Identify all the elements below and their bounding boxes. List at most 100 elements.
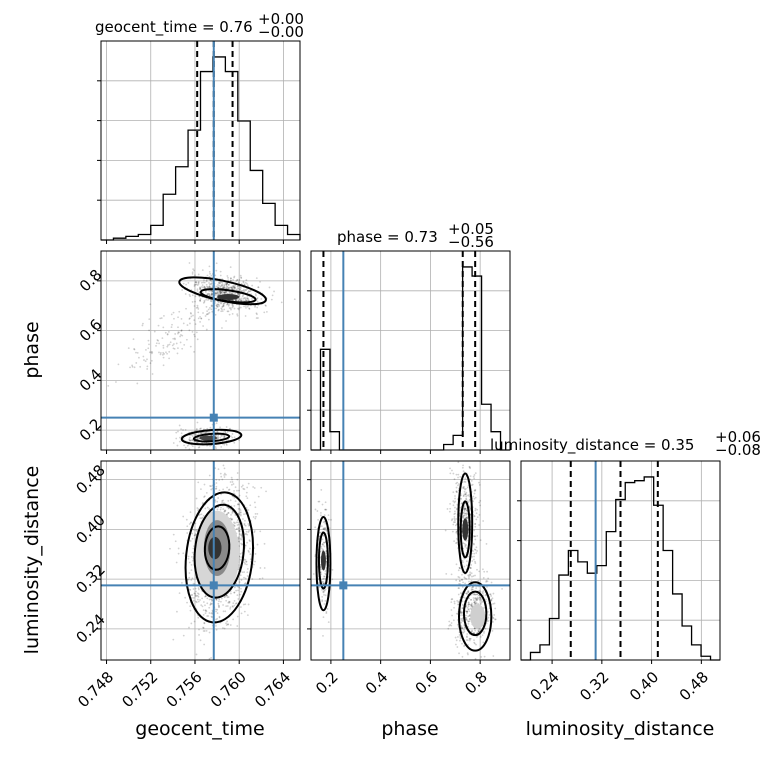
scatter-point [177, 347, 179, 350]
scatter-point [217, 497, 220, 499]
scatter-point [460, 611, 463, 614]
scatter-point [463, 480, 466, 483]
scatter-point [229, 279, 232, 282]
scatter-point [470, 604, 473, 606]
scatter-point [186, 601, 188, 604]
scatter-point [189, 439, 192, 442]
scatter-point [482, 590, 485, 592]
scatter-point [246, 614, 249, 617]
x-tick-label: 0.4 [362, 668, 392, 698]
scatter-point [474, 507, 477, 510]
scatter-point [478, 596, 481, 599]
scatter-point [454, 521, 456, 524]
scatter-point [457, 603, 460, 606]
scatter-point [188, 436, 191, 439]
scatter-point [263, 567, 266, 569]
scatter-point [226, 486, 228, 489]
scatter-point [225, 443, 228, 445]
axes-frame [100, 40, 301, 241]
scatter-point [210, 280, 213, 282]
scatter-point [323, 589, 326, 592]
scatter-point [236, 307, 239, 310]
scatter-point [326, 607, 329, 610]
scatter-point [181, 334, 184, 337]
scatter-point [200, 427, 202, 430]
scatter-point [466, 633, 469, 635]
scatter-point [196, 598, 199, 601]
scatter-point [215, 610, 217, 613]
scatter-point [462, 495, 465, 498]
scatter-point [186, 532, 189, 534]
x-tick-label: 0.24 [526, 668, 562, 704]
scatter-point [220, 301, 223, 304]
scatter-point [317, 518, 319, 521]
scatter-point [325, 508, 328, 511]
scatter-point [204, 609, 207, 612]
y-tick-label: 0.32 [72, 561, 108, 597]
scatter-point [229, 607, 232, 610]
scatter-point [253, 501, 256, 504]
title-luminosity-distance: luminosity_distance = 0.35 [490, 436, 694, 455]
scatter-point [264, 305, 267, 307]
scatter-point [490, 598, 493, 601]
scatter-point [234, 299, 237, 302]
scatter-point [210, 612, 213, 615]
scatter-point [194, 283, 197, 286]
scatter-point [216, 294, 219, 297]
scatter-point [238, 489, 240, 492]
scatter-point [490, 599, 493, 602]
scatter-point [451, 469, 453, 472]
scatter-point [240, 538, 243, 541]
scatter-point [226, 303, 229, 305]
scatter-point [185, 283, 188, 286]
scatter-point [208, 598, 211, 601]
scatter-point [449, 472, 452, 475]
scatter-point [204, 595, 206, 598]
scatter-point [238, 439, 240, 441]
scatter-point [229, 292, 232, 294]
scatter-point [325, 530, 328, 532]
scatter-point [464, 507, 467, 510]
scatter-point [446, 508, 449, 510]
scatter-point [321, 503, 324, 506]
scatter-point [206, 506, 209, 509]
scatter-point [453, 478, 456, 481]
scatter-point [198, 628, 200, 631]
scatter-point [239, 289, 242, 292]
scatter-point [219, 290, 222, 292]
hist-geocent-time-panel [97, 40, 301, 244]
scatter-point [462, 486, 465, 489]
density-fill [320, 550, 326, 571]
scatter-point [323, 593, 325, 596]
scatter-point [195, 429, 198, 432]
scatter-point [151, 352, 153, 355]
scatter-point [234, 522, 236, 525]
scatter-point [166, 352, 169, 355]
scatter-point [218, 305, 221, 307]
scatter-point [243, 290, 246, 293]
scatter-geocent-phase-panel [97, 250, 301, 454]
scatter-point [200, 517, 203, 520]
scatter-point [465, 544, 467, 546]
scatter-point [314, 508, 317, 511]
scatter-point [471, 555, 474, 558]
scatter-point [214, 499, 217, 502]
scatter-point [456, 481, 459, 484]
scatter-point [215, 478, 218, 481]
scatter-point [464, 477, 467, 480]
scatter-point [486, 585, 488, 588]
scatter-point [197, 283, 200, 285]
scatter-point [183, 343, 186, 346]
scatter-point [466, 494, 469, 497]
scatter-point [222, 302, 225, 305]
scatter-point [239, 593, 241, 596]
scatter-point [465, 635, 468, 638]
scatter-point [454, 643, 457, 646]
scatter-point [479, 596, 482, 599]
scatter-point [257, 286, 260, 289]
scatter-point [208, 508, 211, 510]
scatter-point [115, 381, 117, 383]
scatter-point [138, 356, 140, 359]
scatter-point [464, 508, 466, 511]
scatter-point [211, 289, 213, 292]
